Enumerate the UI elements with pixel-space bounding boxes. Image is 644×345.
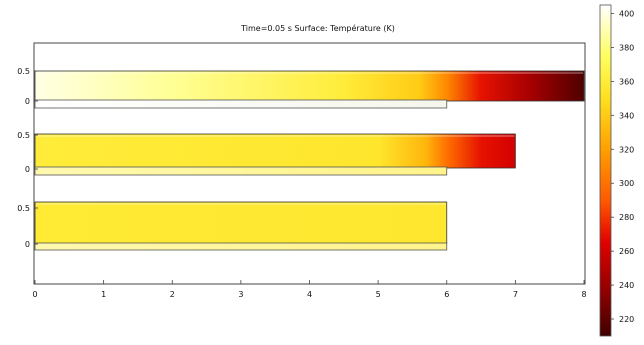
x-tick-label: 4: [307, 290, 312, 299]
y-tick-label: 0.5: [17, 204, 30, 213]
colorbar-tick-label: 340: [619, 111, 634, 120]
colorbar-tick-label: 220: [619, 315, 634, 324]
temperature-bar-3: [34, 201, 448, 245]
colorbar-tick-label: 360: [619, 77, 634, 86]
x-tick-label: 6: [444, 290, 449, 299]
x-tick-label: 2: [170, 290, 175, 299]
colorbar: 220 240 260 280 300 320 340 360 380 400: [599, 4, 634, 337]
bar-highlight-1: [36, 72, 583, 74]
colorbar-tick-label: 300: [619, 179, 634, 188]
x-tick-label: 7: [513, 290, 518, 299]
y-tick-label: 0.5: [17, 131, 30, 140]
x-tick-label: 0: [32, 290, 37, 299]
temperature-bar-2: [34, 133, 516, 169]
bar-highlight-3: [36, 203, 446, 205]
colorbar-tick-label: 380: [619, 43, 634, 52]
base-plate-1: [34, 99, 448, 109]
colorbar-tick-label: 320: [619, 145, 634, 154]
colorbar-gradient: [599, 4, 612, 337]
x-tick-label: 8: [581, 290, 586, 299]
x-tick-label: 5: [376, 290, 381, 299]
bars-layer: [34, 70, 585, 251]
y-tick-label: 0: [25, 165, 30, 174]
y-tick-label: 0: [25, 240, 30, 249]
chart-title: Time=0.05 s Surface: Température (K): [240, 23, 395, 33]
bar-highlight-2: [36, 135, 515, 137]
y-tick-label: 0.5: [17, 67, 30, 76]
base-plate-3: [34, 242, 448, 251]
temperature-bar-1: [34, 70, 585, 102]
axes: 0 1 2 3 4 5 6 7 8 0.5 0 0.5 0 0.5 0: [17, 67, 586, 299]
y-tick-label: 0: [25, 97, 30, 106]
base-plate-2: [34, 166, 448, 176]
colorbar-tick-label: 280: [619, 213, 634, 222]
colorbar-tick-label: 260: [619, 247, 634, 256]
x-tick-label: 1: [101, 290, 106, 299]
colorbar-tick-label: 240: [619, 281, 634, 290]
colorbar-tick-label: 400: [619, 9, 634, 18]
x-tick-label: 3: [238, 290, 243, 299]
